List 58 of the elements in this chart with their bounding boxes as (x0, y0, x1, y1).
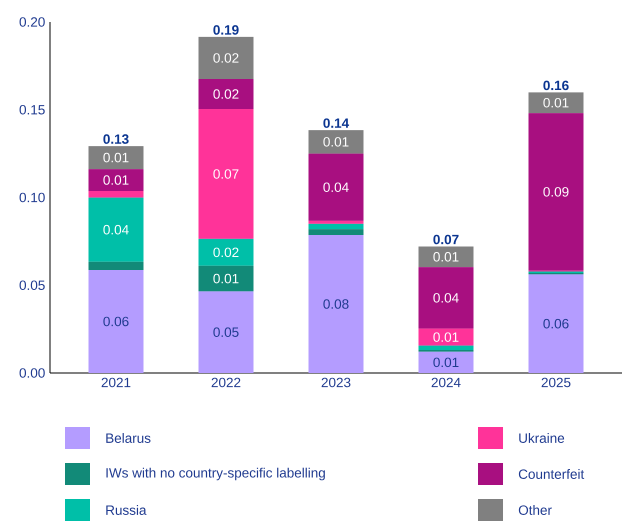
y-tick-label: 0.20 (20, 17, 45, 27)
bar (88, 191, 144, 198)
total-label: 0.07 (433, 234, 459, 244)
y-tick-label: 0.10 (20, 192, 45, 202)
data-label: 0.01 (323, 137, 348, 147)
x-tick-label: 2025 (542, 378, 570, 388)
y-tick-label: 0.15 (20, 104, 45, 115)
data-label: 0.02 (213, 89, 238, 99)
bar (308, 220, 364, 224)
data-label: 0.01 (433, 332, 458, 342)
data-label: 0.02 (213, 53, 238, 63)
data-label: 0.01 (433, 358, 458, 368)
bar (88, 198, 144, 262)
data-label: 0.04 (103, 224, 129, 234)
data-label: 0.01 (433, 252, 458, 262)
y-tick-label: 0.05 (20, 280, 45, 290)
bar (88, 270, 144, 373)
data-label: 0.06 (103, 316, 129, 326)
total-label: 0.14 (323, 118, 350, 128)
data-label: 0.04 (323, 182, 349, 192)
total-label: 0.13 (103, 134, 129, 144)
x-tick-label: 2021 (102, 378, 130, 388)
data-label: 0.02 (213, 248, 238, 258)
data-label: 0.05 (213, 327, 239, 337)
data-label: 0.01 (103, 152, 128, 162)
total-label: 0.16 (543, 80, 569, 90)
data-label: 0.04 (433, 293, 459, 303)
data-label: 0.01 (543, 98, 568, 108)
bar (418, 352, 474, 373)
bar (528, 113, 584, 271)
legend-label: IWs with no country-specific labelling (106, 468, 325, 480)
legend-label: Russia (106, 505, 146, 515)
bar (528, 274, 584, 373)
bar (308, 224, 364, 230)
y-tick-label: 0.00 (20, 368, 45, 378)
data-label: 0.07 (213, 169, 238, 179)
data-label: 0.09 (543, 187, 569, 197)
bar (418, 267, 474, 329)
legend-label: Belarus (106, 433, 150, 443)
total-label: 0.19 (213, 25, 239, 35)
bar (88, 262, 144, 270)
data-label: 0.06 (543, 318, 569, 328)
bar (308, 235, 364, 373)
x-tick-label: 2022 (212, 378, 240, 388)
legend-label: Ukraine (519, 433, 564, 443)
data-label: 0.08 (323, 299, 349, 309)
bar (198, 36, 254, 80)
bar (308, 229, 364, 236)
bar (198, 291, 254, 373)
bar (198, 109, 254, 239)
legend-label: Other (518, 505, 552, 515)
legend-label: Counterfeit (518, 469, 584, 479)
x-tick-label: 2024 (432, 378, 461, 388)
bar (418, 346, 474, 350)
data-label: 0.01 (103, 175, 128, 185)
data-label: 0.01 (213, 274, 238, 284)
bar (308, 154, 364, 221)
x-tick-label: 2023 (322, 378, 350, 388)
